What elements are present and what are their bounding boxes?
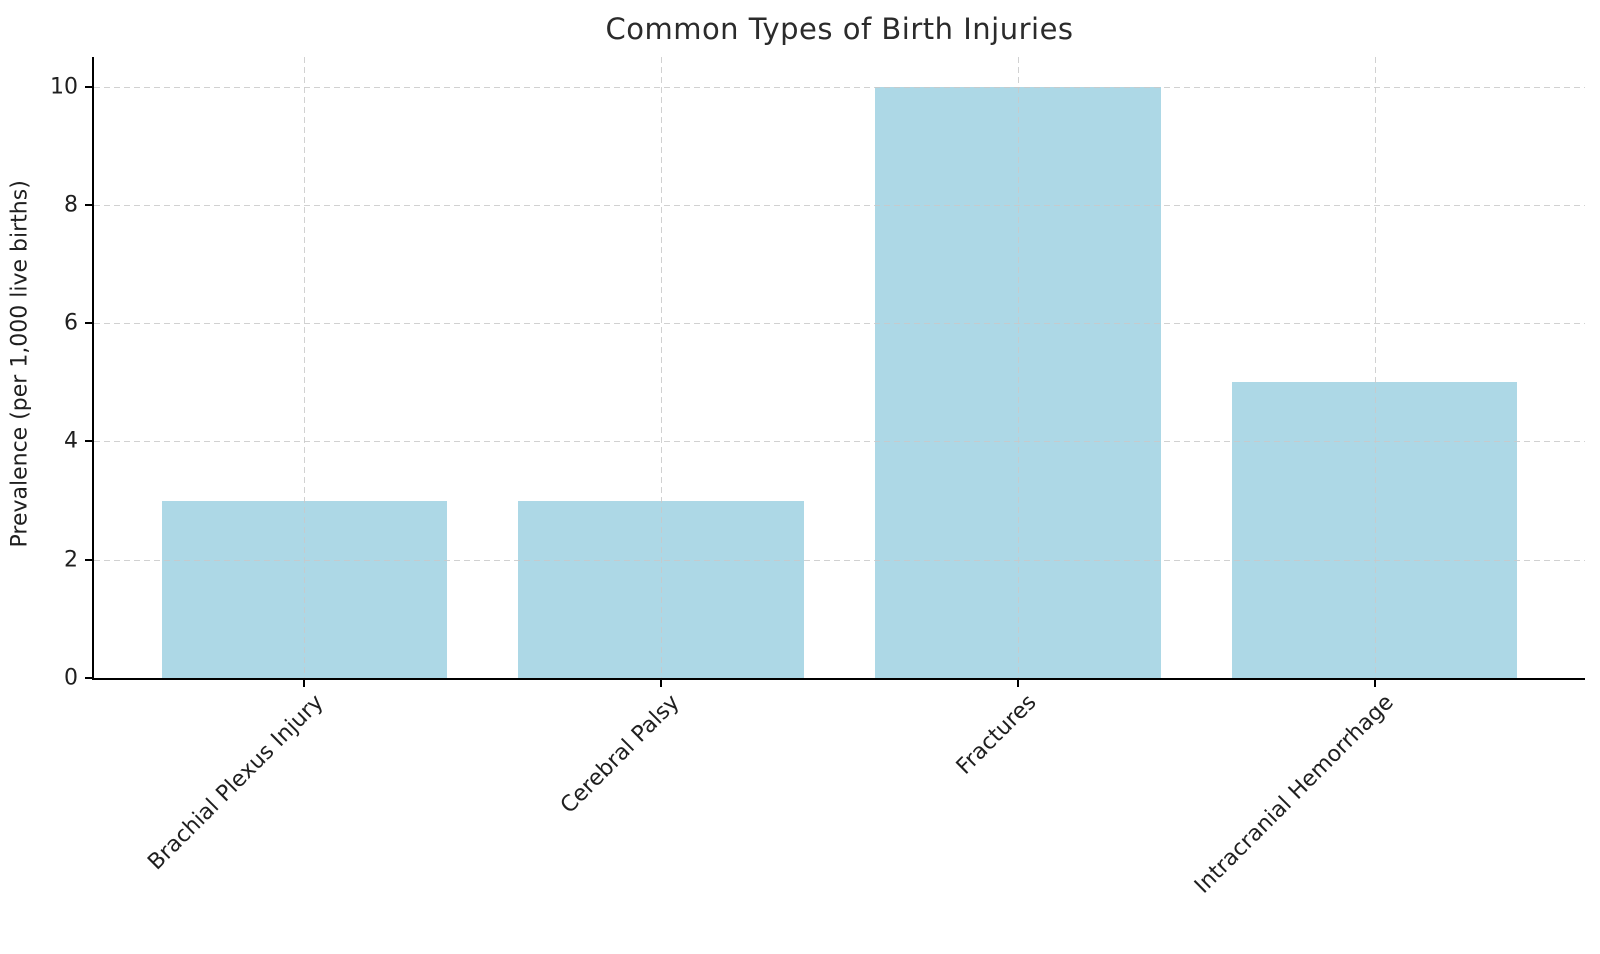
y-tick-mark-4: [85, 440, 92, 443]
y-tick-mark-8: [85, 203, 92, 206]
y-tick-mark-2: [85, 558, 92, 561]
gridline-v-0: [304, 57, 306, 678]
x-tick-mark-0: [303, 680, 306, 687]
plot-area: 0 2 4 6 8 10 Brachial Plexus Injury Cerebral Pa…: [50, 57, 1585, 899]
gridline-h-10: [94, 86, 1585, 88]
y-tick-label-2: 2: [64, 547, 78, 573]
gridline-h-4: [94, 441, 1585, 443]
x-tick-mark-3: [1373, 680, 1376, 687]
x-tick-mark-1: [660, 680, 663, 687]
gridline-v-1: [661, 57, 663, 678]
chart-title: Common Types of Birth Injuries: [605, 12, 1074, 46]
y-tick-mark-6: [85, 322, 92, 325]
x-tick-label-1: Cerebral Palsy: [556, 690, 685, 819]
gridline-h-2: [94, 559, 1585, 561]
y-axis-label: Prevalence (per 1,000 live births): [7, 180, 33, 548]
bar-2: [875, 86, 1161, 678]
y-tick-label-8: 8: [64, 192, 78, 218]
y-tick-label-4: 4: [64, 428, 78, 454]
gridline-v-3: [1374, 57, 1376, 678]
y-tick-mark-0: [85, 677, 92, 679]
x-tick-label-2: Fractures: [951, 690, 1042, 780]
gridline-h-6: [94, 323, 1585, 325]
bar-3: [1231, 382, 1518, 678]
y-tick-mark-10: [85, 85, 92, 88]
y-tick-label-0: 0: [64, 665, 78, 691]
x-tick-label-3: Intracranial Hemorrhage: [1189, 690, 1399, 899]
x-axis-spine: [92, 678, 1585, 680]
y-tick-label-10: 10: [50, 74, 78, 100]
gridline-v-2: [1017, 57, 1019, 678]
y-axis-spine: [92, 57, 94, 680]
y-tick-label-6: 6: [64, 310, 78, 336]
x-tick-mark-2: [1016, 680, 1019, 687]
gridline-h-8: [94, 204, 1585, 206]
x-tick-label-0: Brachial Plexus Injury: [142, 690, 329, 876]
